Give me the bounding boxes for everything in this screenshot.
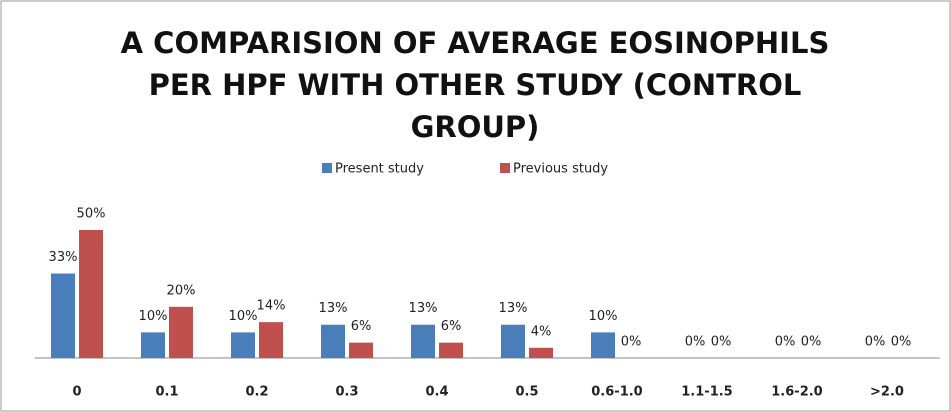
x-tick-label: 0.6-1.0 <box>591 385 642 400</box>
value-label: 6% <box>441 319 462 334</box>
bar <box>411 324 435 358</box>
value-label: 0% <box>865 335 886 350</box>
value-label: 0% <box>685 335 706 350</box>
x-tick-label: 0 <box>72 385 81 400</box>
bar <box>259 322 283 358</box>
legend-swatch <box>322 163 332 173</box>
value-label: 6% <box>351 319 372 334</box>
value-label: 14% <box>257 299 286 314</box>
x-tick-label: 0.2 <box>245 385 268 400</box>
value-label: 0% <box>891 335 912 350</box>
value-label: 33% <box>49 250 78 265</box>
value-label: 13% <box>499 301 528 316</box>
x-tick-label: 0.5 <box>515 385 538 400</box>
value-label: 0% <box>621 335 642 350</box>
bar <box>231 332 255 358</box>
legend-label: Present study <box>335 162 424 177</box>
x-tick-label: 1.1-1.5 <box>681 385 732 400</box>
x-tick-label: 0.1 <box>155 385 178 400</box>
bar <box>169 306 193 358</box>
value-label: 0% <box>801 335 822 350</box>
value-label: 10% <box>229 309 258 324</box>
bar <box>141 332 165 358</box>
chart-title: A COMPARISION OF AVERAGE EOSINOPHILS PER… <box>120 26 830 144</box>
bar <box>79 230 103 358</box>
value-label: 0% <box>775 335 796 350</box>
value-label: 10% <box>139 309 168 324</box>
bar <box>349 342 373 358</box>
bar <box>591 332 615 358</box>
value-label: 0% <box>711 335 732 350</box>
value-label: 13% <box>409 301 438 316</box>
bar <box>529 347 553 358</box>
legend-label: Previous study <box>513 162 608 177</box>
x-tick-label: >2.0 <box>870 385 904 400</box>
bar <box>439 342 463 358</box>
legend-swatch <box>500 163 510 173</box>
value-label: 13% <box>319 301 348 316</box>
x-tick-label: 0.4 <box>425 385 448 400</box>
value-label: 10% <box>589 309 618 324</box>
x-tick-label: 0.3 <box>335 385 358 400</box>
bar <box>501 324 525 358</box>
value-label: 4% <box>531 324 552 339</box>
bar <box>321 324 345 358</box>
x-tick-label: 1.6-2.0 <box>771 385 822 400</box>
value-label: 20% <box>167 283 196 298</box>
bar <box>51 273 75 358</box>
value-label: 50% <box>77 207 106 222</box>
